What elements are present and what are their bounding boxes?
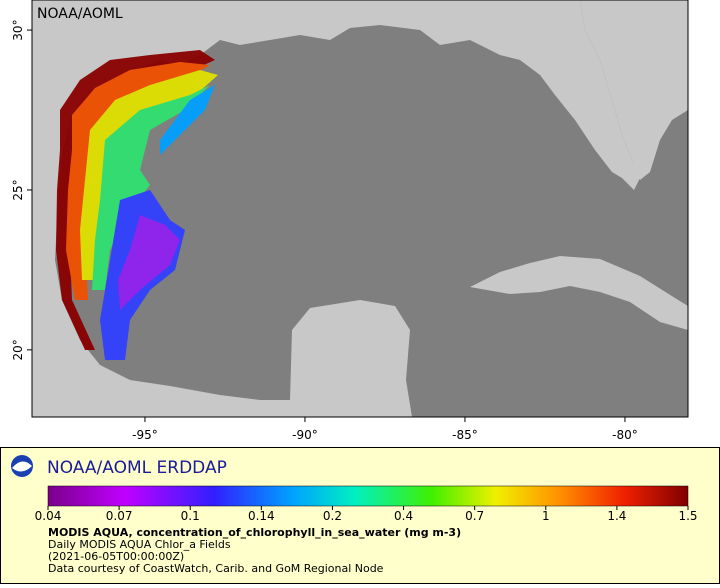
map-label: NOAA/AOML — [37, 6, 123, 22]
time: (2021-06-05T00:00:00Z) — [48, 550, 184, 563]
colorbar-tick-label: 0.2 — [323, 509, 342, 523]
colorbar-tick-label: 0.1 — [181, 509, 200, 523]
x-tick-label: -90° — [292, 428, 318, 442]
variable: MODIS AQUA, concentration_of_chlorophyll… — [48, 526, 461, 539]
land — [32, 0, 688, 190]
land — [32, 0, 688, 180]
colorbar — [47, 485, 689, 507]
x-tick-label: -85° — [452, 428, 478, 442]
colorbar-tick-label: 0.7 — [465, 509, 484, 523]
colorbar-tick-label: 1.4 — [607, 509, 626, 523]
legend-title: NOAA/AOML ERDDAP — [47, 458, 227, 478]
map: NOAA/AOML — [32, 0, 688, 417]
colorbar-tick-label: 1 — [542, 509, 550, 523]
map-frame — [31, 0, 689, 418]
land — [32, 0, 470, 417]
credit: Data courtesy of CoastWatch, Carib. and … — [48, 562, 384, 575]
y-tick-label: 20° — [11, 339, 25, 360]
land — [470, 256, 688, 330]
y-tick-label: 25° — [11, 179, 25, 200]
x-tick-label: -80° — [612, 428, 638, 442]
colorbar-tick-label: 1.5 — [678, 509, 697, 523]
dataset: Daily MODIS AQUA Chlor_a Fields — [48, 538, 231, 551]
chlorophyll — [56, 50, 218, 360]
colorbar-tick-label: 0.04 — [35, 509, 62, 523]
logo — [11, 455, 33, 477]
colorbar-tick-label: 0.14 — [248, 509, 275, 523]
y-tick-label: 30° — [11, 19, 25, 40]
x-tick-label: -95° — [132, 428, 158, 442]
colorbar-tick-label: 0.07 — [106, 509, 133, 523]
colorbar-tick-label: 0.4 — [394, 509, 413, 523]
